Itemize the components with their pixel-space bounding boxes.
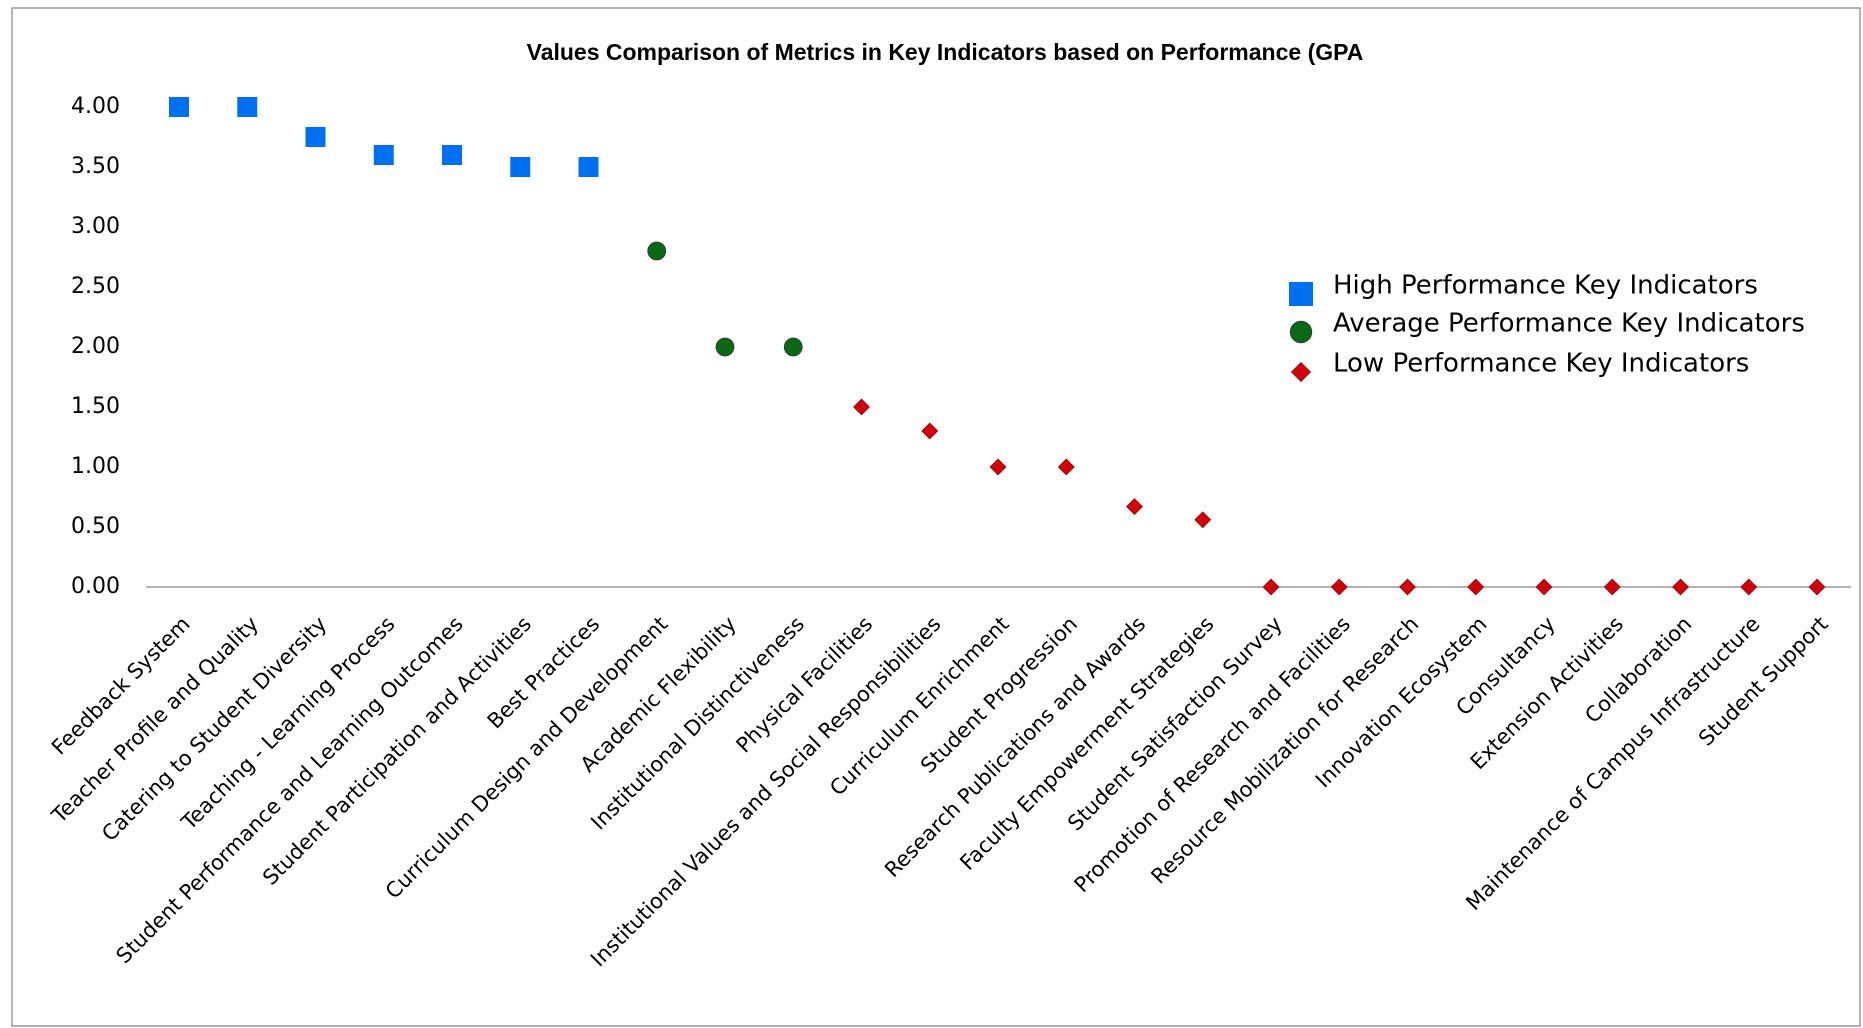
marker-circle bbox=[715, 337, 735, 357]
y-tick-label: 2.50 bbox=[71, 274, 120, 299]
marker-diamond bbox=[1467, 578, 1485, 596]
chart-title: Values Comparison of Metrics in Key Indi… bbox=[527, 39, 1364, 65]
marker-diamond bbox=[1740, 578, 1758, 596]
marker-diamond bbox=[1399, 578, 1416, 596]
marker-square bbox=[305, 127, 326, 147]
y-tick-label: 1.50 bbox=[71, 394, 120, 419]
chart-frame bbox=[11, 7, 1861, 1027]
marker-diamond bbox=[989, 458, 1007, 476]
marker-diamond bbox=[1603, 578, 1621, 596]
legend-marker bbox=[1290, 361, 1312, 383]
y-tick-label: 2.00 bbox=[71, 334, 120, 359]
marker-diamond bbox=[1535, 578, 1553, 596]
marker-square bbox=[237, 97, 258, 117]
legend-marker bbox=[1289, 320, 1313, 344]
legend-marker bbox=[1289, 282, 1313, 306]
marker-diamond bbox=[1194, 511, 1212, 529]
y-tick-label: 0.50 bbox=[71, 514, 120, 539]
marker-square bbox=[578, 157, 599, 177]
y-tick-label: 0.00 bbox=[71, 574, 120, 599]
legend-label: Average Performance Key Indicators bbox=[1333, 309, 1805, 339]
marker-circle bbox=[647, 241, 667, 261]
marker-diamond bbox=[921, 422, 939, 440]
marker-square bbox=[373, 145, 394, 165]
legend-label: High Performance Key Indicators bbox=[1333, 271, 1758, 301]
marker-circle bbox=[783, 337, 803, 357]
marker-diamond bbox=[853, 398, 870, 416]
y-tick-label: 3.00 bbox=[71, 214, 120, 239]
legend-label: Low Performance Key Indicators bbox=[1333, 349, 1749, 379]
marker-diamond bbox=[1057, 458, 1075, 476]
marker-diamond bbox=[1672, 578, 1689, 596]
y-tick-label: 4.00 bbox=[71, 94, 120, 119]
marker-square bbox=[169, 97, 189, 117]
marker-diamond bbox=[1330, 578, 1348, 596]
marker-diamond bbox=[1808, 578, 1826, 596]
y-tick-label: 3.50 bbox=[71, 154, 120, 179]
marker-diamond bbox=[1262, 578, 1280, 596]
marker-square bbox=[442, 145, 462, 165]
y-tick-label: 1.00 bbox=[71, 454, 120, 479]
marker-diamond bbox=[1126, 498, 1143, 516]
marker-square bbox=[510, 157, 531, 177]
